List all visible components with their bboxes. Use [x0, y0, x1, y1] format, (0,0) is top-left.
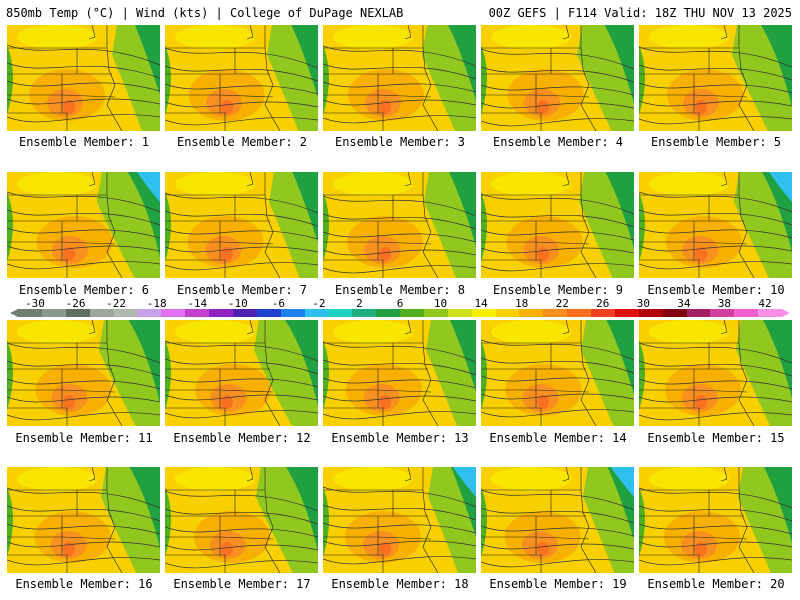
colorbar-segment	[376, 309, 401, 317]
colorbar-segment	[662, 309, 687, 317]
ensemble-map-panel	[639, 172, 792, 278]
colorbar-segment	[18, 309, 42, 317]
ensemble-map-panel	[639, 467, 792, 573]
colorbar-segment	[280, 309, 305, 317]
ensemble-map-panel	[323, 172, 476, 278]
colorbar-tick-label: 26	[596, 297, 610, 310]
ensemble-map-panel	[7, 320, 160, 426]
colorbar-tick-label: -30	[25, 297, 45, 310]
ensemble-member-label: Ensemble Member: 2	[176, 135, 308, 149]
colorbar-segment	[495, 309, 520, 317]
ensemble-member-label: Ensemble Member: 1	[18, 135, 150, 149]
colorbar-segment	[591, 309, 615, 317]
colorbar-tick-label: -22	[106, 297, 127, 310]
ensemble-map-panel	[481, 320, 634, 426]
colorbar-segment	[567, 309, 592, 317]
colorbar-segment	[65, 309, 90, 317]
colorbar-tick-label: 18	[515, 297, 529, 310]
ensemble-map-panel	[481, 172, 634, 278]
colorbar-tick-label: -18	[146, 297, 167, 310]
colorbar-tick-label: -2	[312, 297, 326, 310]
ensemble-map-panel	[481, 25, 634, 131]
colorbar-segment	[614, 309, 639, 317]
ensemble-member-label: Ensemble Member: 11	[15, 431, 153, 445]
colorbar-segment	[161, 309, 186, 317]
ensemble-member-label: Ensemble Member: 15	[647, 431, 785, 445]
ensemble-member-label: Ensemble Member: 16	[15, 577, 153, 591]
colorbar-max-arrow	[782, 309, 790, 317]
colorbar-segment	[113, 309, 138, 317]
colorbar-min-arrow	[10, 309, 18, 317]
ensemble-map-panel	[7, 172, 160, 278]
ensemble-map-panel	[323, 467, 476, 573]
colorbar-tick-label: -10	[227, 297, 248, 310]
ensemble-map-panel	[481, 467, 634, 573]
ensemble-member-label: Ensemble Member: 4	[492, 135, 624, 149]
ensemble-map-panel	[165, 172, 318, 278]
colorbar-segment	[209, 309, 233, 317]
ensemble-map-panel	[165, 25, 318, 131]
colorbar-segment	[328, 309, 353, 317]
ensemble-member-label: Ensemble Member: 20	[647, 577, 785, 591]
colorbar-tick-label: -26	[65, 297, 86, 310]
ensemble-map-panel	[639, 25, 792, 131]
colorbar-segment	[185, 309, 210, 317]
colorbar-segment	[758, 309, 783, 317]
ensemble-member-label: Ensemble Member: 10	[647, 283, 785, 297]
colorbar-tick-label: 34	[677, 297, 691, 310]
colorbar-segment	[352, 309, 377, 317]
ensemble-member-label: Ensemble Member: 6	[18, 283, 150, 297]
colorbar-segment	[471, 309, 496, 317]
colorbar-segment	[89, 309, 114, 317]
ensemble-member-label: Ensemble Member: 7	[176, 283, 308, 297]
colorbar-segment	[232, 309, 257, 317]
colorbar-tick-label: 42	[758, 297, 772, 310]
header-left-title: 850mb Temp (°C) | Wind (kts) | College o…	[6, 6, 404, 20]
colorbar-tick-label: 10	[433, 297, 448, 310]
ensemble-map-panel	[639, 320, 792, 426]
colorbar-tick-label: 2	[356, 297, 363, 310]
colorbar-segment	[686, 309, 711, 317]
ensemble-map-panel	[323, 320, 476, 426]
ensemble-member-label: Ensemble Member: 13	[331, 431, 469, 445]
colorbar-segment	[710, 309, 735, 317]
colorbar-segment	[543, 309, 568, 317]
ensemble-map-panel	[165, 320, 318, 426]
colorbar-tick-label: 38	[717, 297, 732, 310]
ensemble-member-label: Ensemble Member: 19	[489, 577, 627, 591]
colorbar-segment	[304, 309, 329, 317]
ensemble-member-label: Ensemble Member: 17	[173, 577, 311, 591]
colorbar-tick-label: -14	[187, 297, 208, 310]
colorbar-tick-label: 14	[474, 297, 488, 310]
colorbar-tick-label: 30	[636, 297, 650, 310]
colorbar-tick-label: -6	[271, 297, 285, 310]
colorbar-segment	[734, 309, 759, 317]
ensemble-member-label: Ensemble Member: 14	[489, 431, 627, 445]
colorbar-segment	[423, 309, 448, 317]
ensemble-map-panel	[7, 25, 160, 131]
ensemble-member-label: Ensemble Member: 5	[650, 135, 782, 149]
ensemble-member-label: Ensemble Member: 3	[334, 135, 466, 149]
ensemble-member-label: Ensemble Member: 8	[334, 283, 466, 297]
ensemble-member-label: Ensemble Member: 18	[331, 577, 469, 591]
ensemble-map-panel	[323, 25, 476, 131]
colorbar-segment	[638, 309, 663, 317]
colorbar-segment	[447, 309, 472, 317]
colorbar-segment	[137, 309, 162, 317]
colorbar-segment	[400, 309, 424, 317]
colorbar-tick-label: 22	[555, 297, 569, 310]
colorbar-segment	[256, 309, 281, 317]
ensemble-map-panel	[165, 467, 318, 573]
ensemble-map-panel	[7, 467, 160, 573]
colorbar-segment	[41, 309, 66, 317]
colorbar-tick-label: 6	[396, 297, 404, 310]
colorbar-segment	[519, 309, 544, 317]
header-right-title: 00Z GEFS | F114 Valid: 18Z THU NOV 13 20…	[488, 6, 792, 20]
ensemble-member-label: Ensemble Member: 9	[492, 283, 624, 297]
ensemble-member-label: Ensemble Member: 12	[173, 431, 311, 445]
